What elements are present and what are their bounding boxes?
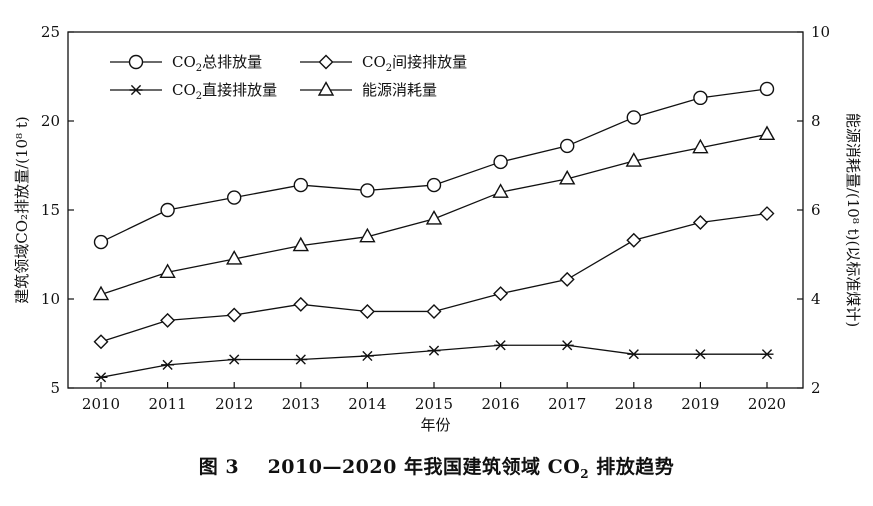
left-axis-title: 建筑领域CO₂排放量/(10⁸ t) <box>13 116 31 303</box>
data-point-asterisk <box>760 349 774 360</box>
data-point-diamond <box>759 206 775 222</box>
legend-label: CO2总排放量 <box>172 53 262 74</box>
x-axis-tick-label: 2019 <box>681 395 719 413</box>
left-axis-tick-label: 10 <box>41 290 60 308</box>
data-point-circle <box>426 177 442 193</box>
data-point-triangle <box>226 250 243 265</box>
data-point-diamond <box>160 312 176 328</box>
data-point-triangle <box>92 285 110 301</box>
data-point-asterisk <box>294 354 308 365</box>
data-point-triangle <box>359 227 376 243</box>
legend-marker-triangle <box>317 81 335 96</box>
x-axis-tick-label: 2018 <box>615 395 653 413</box>
right-axis-tick-label: 8 <box>811 112 821 130</box>
left-axis-tick-label: 20 <box>41 112 60 130</box>
x-axis-tick-label: 2017 <box>548 395 586 413</box>
x-axis-tick-label: 2014 <box>348 395 386 413</box>
caption-fig-label: 图 3 <box>198 456 240 478</box>
data-point-triangle <box>758 125 776 141</box>
data-point-diamond <box>293 296 309 312</box>
data-point-circle <box>759 81 775 97</box>
x-axis-tick-label: 2020 <box>748 395 786 413</box>
x-axis-tick-label: 2011 <box>149 395 187 413</box>
data-point-diamond <box>626 232 642 248</box>
data-point-asterisk <box>627 349 641 360</box>
x-axis-tick-label: 2015 <box>415 395 453 413</box>
data-point-circle <box>626 110 641 125</box>
x-axis-tick-label: 2012 <box>215 395 253 413</box>
data-point-asterisk <box>560 340 574 351</box>
right-axis-tick-label: 2 <box>811 379 821 397</box>
data-point-triangle <box>292 236 309 252</box>
left-axis-tick-label: 25 <box>41 23 60 41</box>
line-chart: 5 10 15 20 25 2 4 6 8 10 2010 2011 2012 2013 2014 2015 2… <box>13 23 862 434</box>
data-point-circle <box>93 234 109 250</box>
left-axis-tick-label: 15 <box>41 201 60 219</box>
figure-caption: 图 3 2010—2020 年我国建筑领域 CO2 排放趋势 <box>0 452 873 481</box>
x-axis-tick-label: 2013 <box>282 395 320 413</box>
legend-marker-asterisk <box>129 84 143 96</box>
left-axis-tick-label: 5 <box>50 379 60 397</box>
series-line-2 <box>100 212 768 343</box>
data-point-diamond <box>426 303 442 319</box>
data-point-diamond <box>226 307 242 323</box>
data-point-diamond <box>559 271 575 287</box>
data-point-circle <box>360 183 375 198</box>
caption-text-before: 2010—2020 年我国建筑领域 CO <box>267 456 581 478</box>
data-point-asterisk <box>494 340 508 351</box>
data-point-asterisk <box>693 349 707 360</box>
data-point-asterisk <box>161 359 175 370</box>
data-point-circle <box>160 202 175 218</box>
data-point-asterisk <box>94 372 108 383</box>
data-point-triangle <box>492 183 509 198</box>
x-axis-tick-label: 2010 <box>82 395 120 413</box>
legend-marker-circle <box>128 54 144 70</box>
legend-marker-diamond <box>318 54 334 70</box>
data-point-triangle <box>159 263 176 278</box>
data-point-asterisk <box>427 345 441 356</box>
legend-label: CO2间接排放量 <box>362 53 467 74</box>
x-axis-tick-label: 2016 <box>482 395 520 413</box>
data-point-circle <box>293 177 308 193</box>
data-point-circle <box>560 138 575 154</box>
right-axis-tick-label: 6 <box>811 201 821 219</box>
data-point-circle <box>693 90 708 106</box>
data-point-diamond <box>493 286 509 302</box>
legend-label: CO2直接排放量 <box>172 81 277 102</box>
chart-container: 5 10 15 20 25 2 4 6 8 10 2010 2011 2012 2013 2014 2015 2… <box>13 23 862 434</box>
legend-label: 能源消耗量 <box>362 81 437 99</box>
x-axis-title: 年份 <box>420 416 450 434</box>
data-point-diamond <box>692 214 708 230</box>
right-axis-title: 能源消耗量/(10⁸ t)(以标准煤计) <box>844 113 862 327</box>
data-point-triangle <box>692 138 709 154</box>
data-point-triangle <box>559 169 576 185</box>
right-axis-tick-label: 4 <box>811 290 821 308</box>
right-axis-tick-label: 10 <box>811 23 830 41</box>
caption-text-after: 排放趋势 <box>589 456 675 478</box>
data-point-circle <box>226 190 242 205</box>
data-point-asterisk <box>227 354 241 365</box>
data-point-asterisk <box>360 350 374 362</box>
data-point-diamond <box>359 303 375 319</box>
data-point-diamond <box>93 334 109 350</box>
caption-subscript: 2 <box>580 466 590 481</box>
data-point-triangle <box>625 152 642 167</box>
data-point-triangle <box>425 209 443 225</box>
data-point-circle <box>493 154 508 170</box>
